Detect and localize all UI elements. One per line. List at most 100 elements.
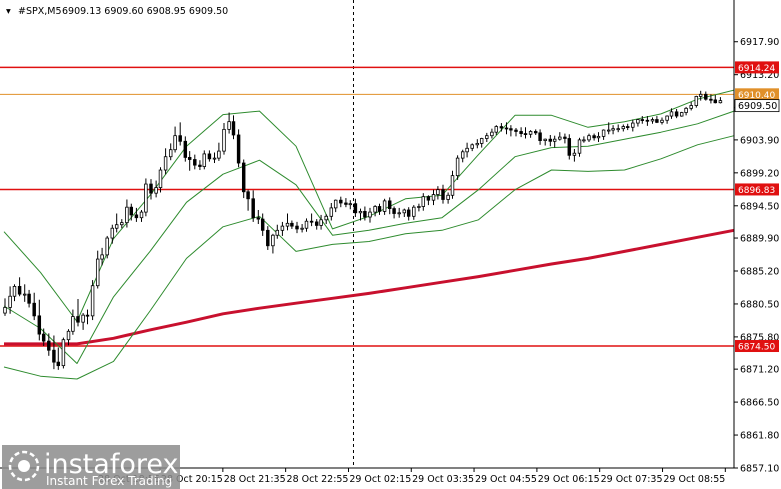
- y-tick-label: 6913.20: [740, 70, 779, 81]
- candle-body: [314, 221, 319, 226]
- chart-header: ▾ #SPX,M5 6909.13 6909.60 6908.95 6909.5…: [6, 6, 228, 17]
- watermark: instaforex Instant Forex Trading: [2, 445, 180, 489]
- candle-body: [149, 183, 153, 194]
- candle-body: [168, 149, 173, 158]
- candle-body: [41, 333, 46, 342]
- y-tick-label: 6866.50: [740, 398, 779, 409]
- y-tick-label: 6899.20: [740, 168, 779, 179]
- x-tick-label: 29 Oct 07:35: [601, 474, 663, 485]
- candle-body: [660, 119, 664, 123]
- candle-body: [611, 128, 615, 131]
- y-tick-label: 6894.50: [740, 201, 779, 212]
- x-tick-label: 28 Oct 21:35: [224, 474, 286, 485]
- candle-body: [81, 314, 85, 323]
- candle-body: [406, 209, 411, 217]
- candle-body: [324, 215, 328, 221]
- candle-body: [460, 151, 465, 159]
- candle-body: [290, 222, 294, 227]
- candle-body: [636, 119, 640, 124]
- indicator-layer: [3, 89, 735, 380]
- candle-body: [650, 119, 655, 122]
- x-tick-label: 29 Oct 04:55: [475, 474, 537, 485]
- candle-body: [154, 187, 158, 194]
- candle-body: [275, 229, 280, 236]
- candle-body: [470, 144, 474, 149]
- candle-body: [105, 237, 109, 256]
- candle-body: [8, 295, 12, 308]
- candle-body: [27, 293, 31, 304]
- level-lines-layer: [0, 66, 734, 347]
- candle-body: [22, 293, 27, 296]
- candle-body: [504, 127, 509, 130]
- candle-body: [358, 210, 363, 214]
- candle-body: [412, 206, 416, 217]
- watermark-logo-icon: [8, 450, 40, 482]
- candle-body: [499, 126, 504, 129]
- candle-body: [363, 210, 367, 218]
- candle-body: [533, 131, 538, 134]
- y-tick-label: 6880.50: [740, 299, 779, 310]
- candle-body: [125, 206, 129, 224]
- watermark-brand: instaforex: [44, 449, 178, 480]
- candle-body: [114, 224, 119, 229]
- candle-body: [669, 111, 674, 117]
- candle-body: [280, 225, 285, 231]
- candle-body: [558, 136, 562, 140]
- x-tick-label: 29 Oct 08:55: [663, 474, 725, 485]
- level-label: 6914.24: [738, 64, 775, 74]
- candle-body: [402, 209, 407, 214]
- candle-body: [689, 105, 693, 109]
- candle-body: [227, 121, 231, 130]
- candle-body: [465, 147, 469, 153]
- candle-body: [37, 315, 42, 335]
- candle-body: [426, 196, 431, 201]
- candle-body: [645, 119, 650, 122]
- candle-body: [76, 316, 80, 323]
- y-axis-tick-labels: 6917.906913.206908.506903.906899.206894.…: [734, 37, 779, 475]
- candle-body: [640, 119, 645, 121]
- candle-body: [309, 220, 314, 223]
- candle-body: [601, 129, 606, 137]
- candle-body: [446, 194, 450, 200]
- candle-body: [339, 199, 343, 204]
- candle-body: [95, 258, 100, 287]
- candle-body: [246, 191, 250, 200]
- candle-body: [509, 128, 513, 131]
- candle-body: [344, 202, 348, 205]
- level-label: 6874.50: [738, 343, 775, 353]
- candle-body: [178, 135, 182, 142]
- candle-body: [207, 153, 212, 160]
- candle-body: [475, 142, 480, 146]
- candle-body: [674, 111, 679, 117]
- candle-body: [236, 134, 241, 164]
- candle-body: [300, 227, 304, 230]
- candle-body: [606, 129, 611, 132]
- candle-body: [134, 214, 139, 219]
- candle-body: [52, 349, 56, 363]
- candle-body: [3, 307, 7, 314]
- candle-body: [417, 206, 421, 208]
- current-price-box: [734, 99, 780, 113]
- candle-body: [71, 316, 75, 332]
- candle-body: [694, 96, 699, 106]
- candle-body: [90, 285, 95, 317]
- candle-body: [455, 157, 460, 177]
- y-tick-label: 6871.20: [740, 365, 779, 376]
- candle-body: [523, 133, 528, 135]
- candle-body: [32, 302, 36, 317]
- candle-body: [100, 254, 104, 260]
- candle-body: [572, 152, 577, 156]
- candle-body: [217, 150, 221, 159]
- candle-body: [479, 138, 484, 144]
- candle-body: [563, 136, 567, 139]
- candle-body: [17, 286, 22, 295]
- candle-body: [231, 121, 236, 136]
- watermark-tagline: Instant Forex Trading: [46, 474, 172, 488]
- candle-body: [377, 206, 382, 212]
- candle-body: [665, 115, 669, 121]
- chart-symbol: #SPX,M5: [18, 6, 62, 17]
- candle-body: [163, 156, 168, 171]
- y-tick-label: 6857.10: [740, 464, 779, 475]
